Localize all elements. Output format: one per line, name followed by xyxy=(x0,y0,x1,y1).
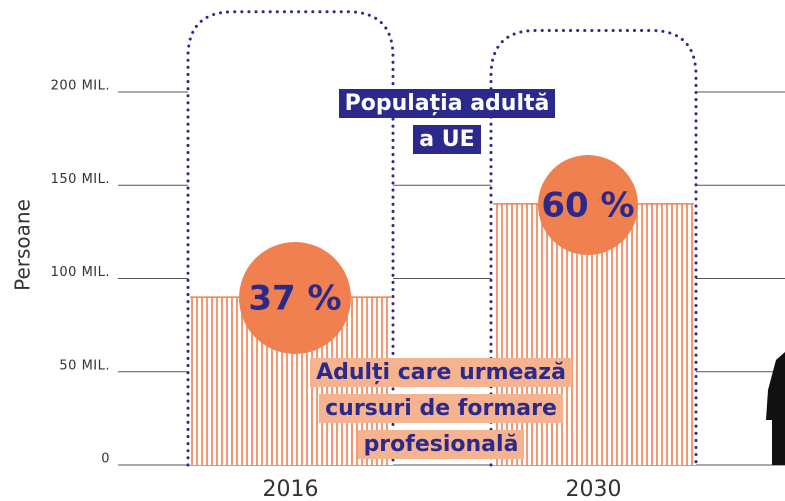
y-tick-label: 0 xyxy=(101,452,110,467)
share-label: 60 % xyxy=(541,186,634,226)
share-label: 37 % xyxy=(248,279,341,319)
y-tick-label: 200 MIL. xyxy=(51,79,110,94)
y-tick-label: 100 MIL. xyxy=(51,265,110,280)
y-tick-label: 150 MIL. xyxy=(51,172,110,187)
y-axis-title: Persoane xyxy=(11,199,35,291)
adults-label: Adulți care urmează cursuri de formare p… xyxy=(276,355,606,463)
person-silhouette xyxy=(766,352,785,465)
x-tick-label: 2030 xyxy=(566,477,622,501)
population-label: Populația adultă a UE xyxy=(337,86,557,158)
population-frame xyxy=(489,28,698,467)
share-circle xyxy=(538,155,638,255)
population-frame xyxy=(186,10,395,467)
y-tick-label: 50 MIL. xyxy=(59,358,110,373)
share-circle xyxy=(239,242,351,354)
x-tick-label: 2016 xyxy=(263,477,319,501)
